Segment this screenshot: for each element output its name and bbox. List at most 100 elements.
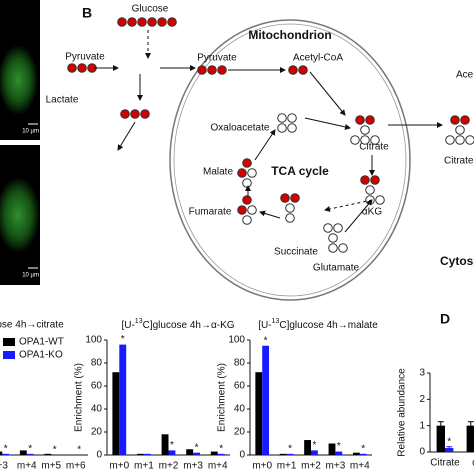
carbon: [350, 135, 360, 145]
bar: [2, 453, 10, 455]
compartment: Cytoso: [440, 254, 474, 268]
cell: [0, 45, 38, 115]
y-tick-label: 1: [419, 420, 425, 431]
metabolite: Ace: [456, 70, 474, 81]
bar: [445, 448, 454, 452]
significance: *: [447, 436, 451, 447]
x-tick-label: m+0: [109, 461, 129, 472]
chart-title: [U-13C]glucose 4h→α-KG: [121, 318, 234, 331]
title-part: [U-: [258, 320, 271, 331]
chart-title: ose 4h→citrate: [0, 320, 64, 331]
significance: *: [53, 445, 57, 456]
y-axis-label: Enrichment (%): [74, 363, 85, 432]
y-tick-label: 2: [419, 394, 425, 405]
x-tick-label: m+1: [277, 461, 297, 472]
significance: *: [170, 440, 174, 451]
carbon: [277, 113, 287, 123]
carbon: [465, 135, 474, 145]
x-tick-label: Citrate: [430, 458, 460, 469]
y-tick-label: 20: [234, 427, 246, 438]
metabolite: αKG: [362, 207, 382, 218]
chart-title: [U-13C]glucose 4h→malate: [258, 318, 378, 331]
arrow: [259, 210, 281, 219]
bar: [44, 453, 52, 455]
bar: [466, 425, 474, 452]
y-tick-label: 60: [234, 381, 246, 392]
bar: [193, 452, 200, 455]
carbon: [157, 17, 167, 27]
carbon: [242, 195, 252, 205]
bar: [19, 450, 27, 455]
metabolite: Lactate: [46, 95, 79, 106]
metabolite: Glutamate: [313, 263, 360, 274]
title-part: C]glucose 4h→α-KG: [143, 320, 235, 331]
carbon: [277, 123, 287, 133]
arrow: [309, 71, 346, 116]
arrow: [117, 121, 136, 151]
carbon: [127, 17, 137, 27]
bar: [143, 453, 151, 455]
y-tick-label: 40: [234, 404, 246, 415]
carbon: [285, 213, 295, 223]
x-tick-label: m+2: [159, 461, 179, 472]
bar: [279, 453, 287, 455]
legend-swatch: [3, 351, 15, 359]
molecules: [67, 17, 474, 253]
carbon: [360, 175, 370, 185]
bar: [359, 453, 367, 455]
carbon: [455, 135, 465, 145]
y-tick-label: 100: [85, 335, 102, 346]
carbon: [370, 175, 380, 185]
carbon: [137, 17, 147, 27]
y-tick-label: 80: [234, 358, 246, 369]
carbon: [287, 123, 297, 133]
y-tick-label: 40: [91, 404, 103, 415]
carbon: [242, 215, 252, 225]
legend-label: OPA1-KO: [19, 350, 63, 361]
carbon: [147, 17, 157, 27]
bar: [119, 344, 127, 455]
carbon: [237, 168, 247, 178]
bar: [217, 453, 225, 455]
x-tick-label: m+3: [183, 461, 203, 472]
significance: *: [312, 440, 316, 451]
bar: [262, 345, 270, 455]
bar: [286, 453, 294, 455]
cycle-label: TCA cycle: [271, 164, 329, 178]
bar: [304, 440, 311, 455]
carbon: [280, 193, 290, 203]
bar: [352, 452, 360, 455]
carbon: [450, 115, 460, 125]
y-tick-label: 100: [228, 335, 245, 346]
compartment: Mitochondrion: [248, 28, 331, 42]
carbon: [120, 109, 130, 119]
carbon: [285, 203, 295, 213]
arrow: [324, 199, 373, 212]
bar: [161, 434, 169, 455]
carbon: [338, 243, 348, 253]
y-tick-label: 0: [239, 450, 245, 461]
carbon: [130, 109, 140, 119]
carbon: [242, 158, 252, 168]
x-tick-label: m+1: [134, 461, 154, 472]
carbon: [217, 65, 227, 75]
y-tick-label: 20: [91, 427, 103, 438]
carbon: [298, 65, 308, 75]
carbon: [242, 178, 252, 188]
x-tick-label: m+4: [17, 461, 37, 472]
mitochondrion-inner: [173, 23, 407, 297]
y-tick-label: 0: [419, 447, 425, 458]
significance: *: [264, 335, 268, 346]
x-tick-label: +3: [0, 461, 8, 472]
metabolite: Oxaloacetate: [211, 123, 270, 134]
x-tick-label: m+6: [66, 461, 86, 472]
bar: [436, 425, 445, 452]
carbon: [323, 223, 333, 233]
carbon: [370, 135, 380, 145]
significance: *: [121, 334, 125, 345]
metabolite: Acetyl-CoA: [293, 53, 343, 64]
metabolite: Pyruvate: [197, 53, 237, 64]
carbon: [460, 115, 470, 125]
scale-label: 10 µm: [22, 129, 39, 135]
